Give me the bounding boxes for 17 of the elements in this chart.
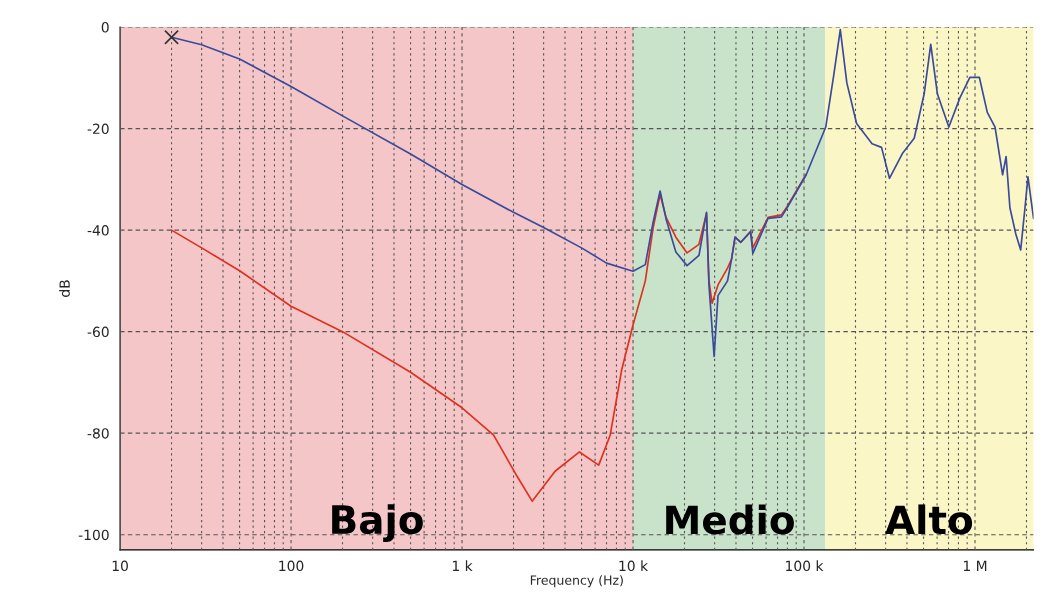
y-tick-label: -80	[87, 428, 109, 439]
y-axis-title: dB	[59, 280, 70, 297]
y-tick-label: -20	[87, 123, 109, 135]
x-tick-label: 10 k	[619, 560, 649, 572]
band-label: Bajo	[332, 504, 423, 543]
band-label: Alto	[885, 504, 973, 535]
x-tick-label: 1 k	[452, 560, 473, 571]
x-tick-label: 100 k	[786, 560, 824, 572]
y-tick-label: -40	[87, 225, 109, 236]
x-tick-label: 1 M	[963, 560, 987, 571]
y-tick-label: -100	[78, 529, 109, 541]
x-axis-title: Frequency (Hz)	[530, 575, 623, 588]
x-tick-label: 10	[112, 560, 128, 572]
x-tick-label: 100	[279, 560, 304, 572]
band-label: Medio	[666, 504, 794, 535]
y-tick-label: 0	[101, 22, 109, 33]
y-tick-label: -60	[87, 326, 109, 338]
